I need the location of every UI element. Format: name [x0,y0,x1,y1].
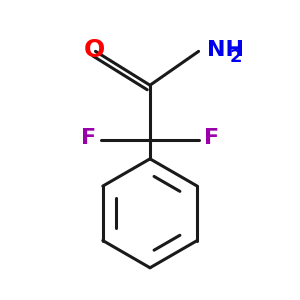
Text: 2: 2 [230,48,242,66]
Text: NH: NH [207,40,244,60]
Text: F: F [81,128,96,148]
Text: F: F [204,128,219,148]
Text: O: O [83,38,105,62]
